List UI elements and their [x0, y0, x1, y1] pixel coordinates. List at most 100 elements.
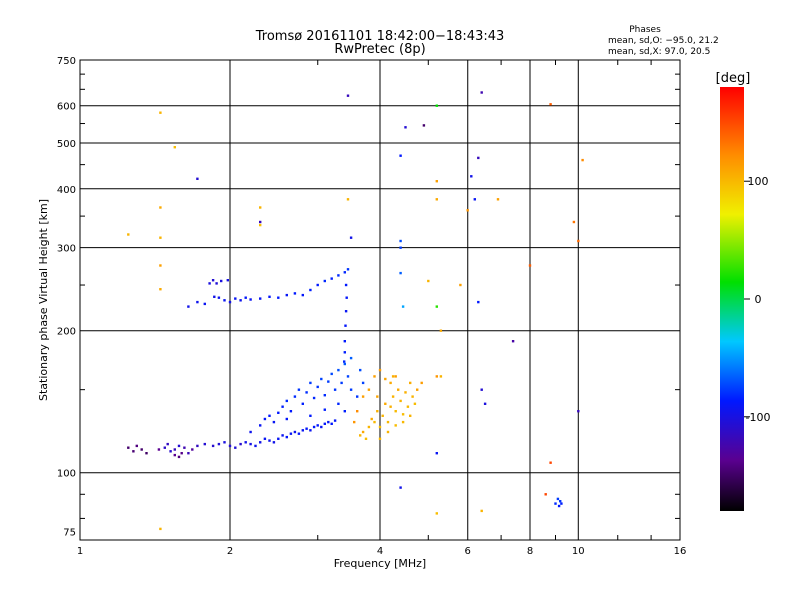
y-tick-label: 500 [57, 139, 76, 150]
data-point [223, 441, 226, 444]
data-point [359, 368, 362, 372]
data-point [373, 420, 376, 424]
data-point [272, 441, 276, 444]
data-point [359, 434, 362, 437]
data-point [183, 446, 186, 449]
data-point [159, 288, 162, 291]
data-point [140, 448, 143, 451]
data-point [323, 422, 326, 425]
data-point [401, 413, 405, 416]
data-point [297, 432, 301, 435]
data-point [323, 394, 326, 397]
data-point [145, 452, 148, 455]
data-point [344, 310, 348, 313]
data-point [285, 435, 288, 439]
data-point [556, 497, 560, 501]
data-point [367, 388, 371, 391]
data-point [301, 293, 304, 297]
data-point [203, 302, 206, 306]
colorbar-label: [deg] [716, 71, 751, 86]
data-point [409, 381, 412, 385]
data-point [330, 277, 333, 280]
x-tick-label: 4 [377, 546, 383, 557]
data-point [399, 246, 402, 249]
y-axis-label: Stationary phase Virtual Height [km] [37, 199, 50, 401]
data-point [277, 411, 280, 414]
data-point [378, 425, 382, 429]
data-point [259, 206, 262, 209]
data-point [259, 441, 262, 444]
data-point [343, 271, 346, 274]
data-point [281, 434, 284, 437]
data-point [459, 283, 462, 287]
data-point [422, 124, 426, 127]
data-point [309, 381, 312, 385]
data-point [346, 94, 350, 97]
data-point [187, 452, 190, 455]
data-point [401, 420, 405, 424]
x-axis-label: Frequency [MHz] [334, 557, 426, 570]
data-point [389, 405, 392, 408]
data-point [297, 388, 301, 391]
data-point [259, 297, 262, 300]
data-point [259, 424, 262, 427]
data-point [435, 198, 438, 201]
data-point [333, 388, 337, 391]
data-point [323, 279, 326, 283]
data-point [439, 375, 443, 378]
data-point [435, 180, 438, 183]
data-point [435, 375, 438, 378]
data-point [159, 236, 162, 239]
data-point [316, 283, 319, 287]
data-point [349, 356, 353, 360]
data-point [381, 414, 384, 417]
data-point [384, 377, 387, 381]
data-point [330, 422, 333, 425]
data-point [127, 233, 130, 236]
data-point [399, 154, 402, 157]
data-point [323, 408, 326, 411]
data-point [259, 223, 262, 227]
data-point [215, 282, 218, 285]
data-point [228, 444, 232, 448]
data-point [370, 417, 373, 421]
data-point [343, 360, 346, 363]
data-point [254, 444, 257, 448]
data-point [211, 444, 215, 448]
data-point [435, 305, 438, 308]
data-point [127, 446, 130, 449]
data-point [239, 299, 242, 302]
x-tick-label: 6 [465, 546, 471, 557]
data-point [268, 439, 271, 442]
data-point [572, 220, 576, 224]
data-point [289, 432, 293, 435]
data-point [187, 305, 190, 308]
data-point [244, 441, 247, 444]
data-point [157, 448, 161, 451]
data-point [394, 375, 397, 378]
data-point [228, 300, 232, 304]
data-point [346, 375, 350, 378]
x-tick-label: 8 [527, 546, 533, 557]
data-point [285, 293, 288, 297]
data-point [416, 388, 419, 391]
data-point [327, 380, 330, 383]
data-point [560, 502, 563, 505]
data-point [159, 206, 162, 209]
data-point [581, 158, 584, 162]
data-point [364, 437, 368, 440]
data-point [173, 453, 176, 457]
data-point [378, 368, 382, 372]
data-point [327, 420, 330, 424]
data-point [549, 461, 552, 464]
x-tick-label: 16 [674, 546, 687, 557]
data-point [376, 395, 379, 398]
data-point [346, 268, 350, 271]
data-point [268, 414, 271, 417]
data-point [466, 209, 469, 212]
grid-lines [80, 60, 680, 540]
data-point [480, 509, 483, 513]
data-point [293, 292, 297, 295]
data-point [399, 271, 402, 275]
data-point [477, 156, 480, 160]
